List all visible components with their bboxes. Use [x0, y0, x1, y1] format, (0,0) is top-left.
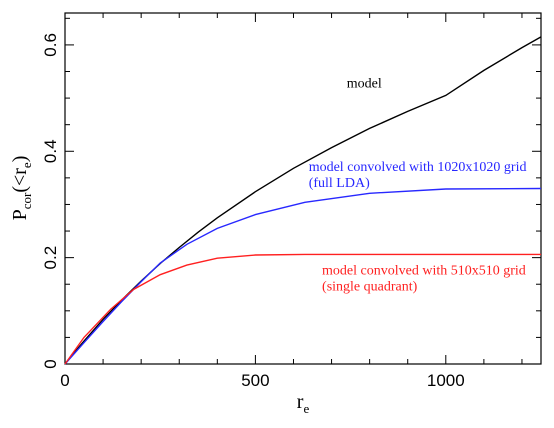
x-axis-label-sub: e [303, 401, 309, 416]
y-tick-label: 0.2 [41, 246, 60, 270]
y-axis-label-main: P [9, 209, 31, 220]
x-tick-label: 1000 [427, 371, 465, 390]
annotations: model model convolved with 1020x1020 grid… [309, 76, 527, 294]
axis-ticks [64, 13, 541, 365]
annotation-2: model convolved with 1020x1020 grid [309, 160, 527, 175]
y-axis-label: Pcor(<re) [9, 156, 34, 221]
y-axis-label-sub2: e [19, 162, 34, 168]
series-line-1 [64, 36, 542, 365]
y-tick-label: 0.6 [41, 33, 60, 57]
axis-tick-labels: 0 500 1000 0 0.2 0.4 0.6 [41, 33, 465, 390]
annotation-3: (full LDA) [309, 176, 370, 191]
annotation-5: (single quadrant) [322, 280, 418, 295]
x-axis-label: re [297, 391, 310, 416]
y-axis-label-paren-open: (<r [9, 168, 31, 193]
x-axis-label-main: r [297, 391, 304, 413]
annotation-1: model [347, 76, 382, 91]
series-line-3 [64, 253, 541, 365]
annotation-4: model convolved with 510x510 grid [322, 264, 526, 279]
y-axis-label-paren-close: ) [9, 156, 31, 163]
y-tick-label: 0 [41, 359, 60, 368]
y-axis-label-sub1: cor [19, 192, 34, 209]
x-tick-label: 0 [60, 371, 69, 390]
series-lines [64, 36, 542, 365]
series-line-2 [64, 187, 542, 365]
y-tick-label: 0.4 [41, 139, 60, 163]
x-tick-label: 500 [241, 371, 269, 390]
